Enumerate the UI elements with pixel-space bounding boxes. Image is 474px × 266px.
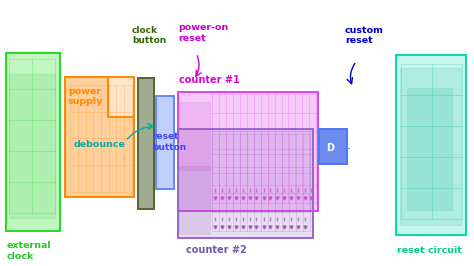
Text: debounce: debounce: [74, 140, 126, 149]
Text: power-on
reset: power-on reset: [178, 23, 228, 43]
Bar: [156, 96, 174, 189]
Bar: [400, 68, 461, 225]
Bar: [178, 129, 313, 238]
Bar: [156, 96, 174, 189]
Bar: [138, 78, 154, 209]
Bar: [138, 78, 154, 209]
Text: external
clock: external clock: [6, 241, 51, 261]
Text: reset circuit: reset circuit: [397, 246, 462, 255]
Bar: [178, 129, 313, 238]
Bar: [65, 77, 134, 197]
Bar: [179, 102, 210, 170]
Bar: [396, 55, 466, 235]
Bar: [319, 129, 347, 164]
Text: power
supply: power supply: [68, 87, 103, 106]
Bar: [396, 55, 466, 235]
Bar: [178, 92, 318, 211]
Text: counter #1: counter #1: [179, 75, 240, 85]
Bar: [9, 74, 55, 218]
Text: custom
reset: custom reset: [345, 26, 384, 45]
Text: clock
button: clock button: [132, 26, 166, 45]
Text: counter #2: counter #2: [186, 245, 246, 255]
Bar: [407, 88, 452, 210]
Polygon shape: [65, 77, 134, 197]
Bar: [319, 129, 347, 164]
Bar: [6, 53, 60, 231]
Text: D: D: [326, 143, 334, 153]
Bar: [65, 77, 134, 197]
Bar: [178, 92, 318, 211]
Text: reset
button: reset button: [153, 132, 187, 152]
Bar: [179, 166, 210, 234]
Text: —: —: [341, 144, 350, 153]
Bar: [6, 53, 60, 231]
